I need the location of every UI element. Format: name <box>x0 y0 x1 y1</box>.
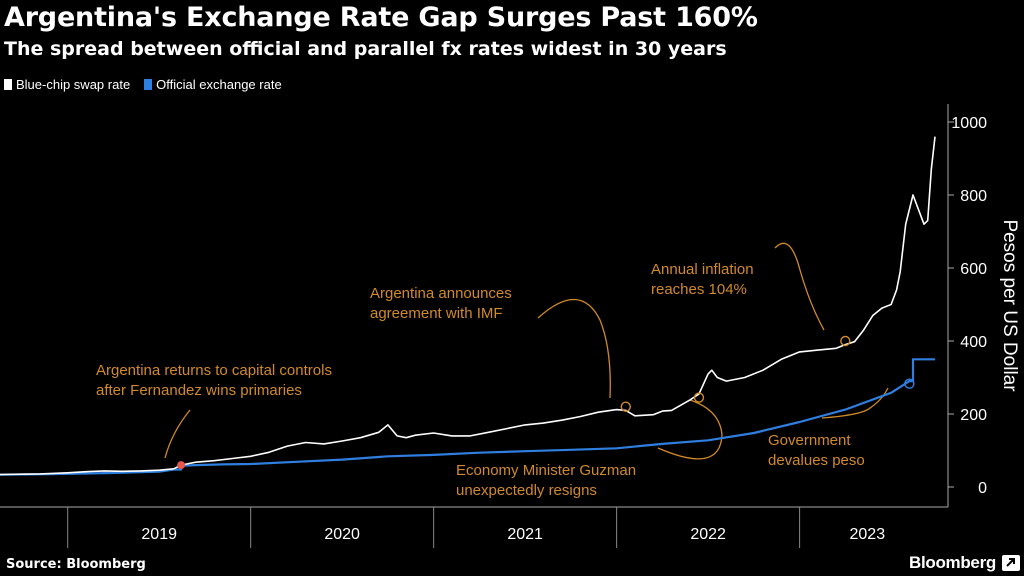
annotation-line: agreement with IMF <box>370 305 503 322</box>
annotation-line: Annual inflation <box>651 261 754 278</box>
legend-item-official: Official exchange rate <box>144 77 282 92</box>
x-tick-label: 2023 <box>850 526 886 543</box>
annotation-guzman: Economy Minister Guzman unexpectedly resi… <box>456 462 636 499</box>
annotation-line: devalues peso <box>768 452 865 469</box>
event-marker <box>904 378 915 389</box>
y-tick-label: 200 <box>960 407 987 424</box>
series <box>0 136 936 476</box>
brand-logo-text: Bloomberg <box>908 553 996 572</box>
bloomberg-arrow-icon <box>1002 555 1020 571</box>
chart-title: Argentina's Exchange Rate Gap Surges Pas… <box>4 2 758 33</box>
axes: 0 200 400 600 800 1000 Pesos per US Dollar 2019… <box>0 104 1020 548</box>
series-line <box>0 358 935 476</box>
annotation-devaluation: Government devalues peso <box>768 432 865 469</box>
annotation-imf: Argentina announces agreement with IMF <box>370 285 512 322</box>
annotation-line: Government <box>768 432 851 449</box>
annotation-arrow <box>164 409 191 459</box>
legend-swatch-blue <box>144 79 153 90</box>
legend-item-blue-chip: Blue-chip swap rate <box>4 77 130 92</box>
y-tick-label: 800 <box>960 188 987 205</box>
annotation-inflation: Annual inflation reaches 104% <box>651 261 754 298</box>
legend-label: Official exchange rate <box>156 77 282 92</box>
annotation-line: Argentina announces <box>370 285 512 302</box>
annotation-capital-controls: Argentina returns to capital controls aft… <box>96 362 332 399</box>
markers <box>177 335 915 470</box>
y-axis-label: Pesos per US Dollar <box>999 219 1020 392</box>
source-note: Source: Bloomberg <box>6 557 146 572</box>
y-tick-label: 1000 <box>951 115 987 132</box>
annotation-line: Economy Minister Guzman <box>456 462 636 479</box>
annotation-line: after Fernandez wins primaries <box>96 382 302 399</box>
annotation-line: Argentina returns to capital controls <box>96 362 332 379</box>
y-tick-label: 400 <box>960 334 987 351</box>
x-tick-label: 2020 <box>324 526 360 543</box>
x-tick-label: 2019 <box>141 526 177 543</box>
chart-subtitle: The spread between official and parallel… <box>4 38 727 60</box>
annotations: Argentina returns to capital controls aft… <box>96 242 889 499</box>
legend: Blue-chip swap rate Official exchange ra… <box>4 77 282 92</box>
x-tick-label: 2021 <box>507 526 543 543</box>
event-marker <box>620 401 631 412</box>
legend-label: Blue-chip swap rate <box>16 77 131 92</box>
event-marker <box>177 461 186 470</box>
series-line <box>0 136 936 476</box>
annotation-arrow <box>537 298 611 399</box>
annotation-arrow <box>774 242 825 331</box>
x-tick-label: 2022 <box>690 526 726 543</box>
event-marker <box>840 335 851 347</box>
annotation-line: unexpectedly resigns <box>456 482 597 499</box>
annotation-arrow <box>657 399 723 460</box>
y-tick-label: 0 <box>978 480 987 497</box>
legend-swatch-white <box>4 79 12 90</box>
y-tick-label: 600 <box>960 261 987 278</box>
annotation-line: reaches 104% <box>651 281 747 298</box>
event-marker <box>693 392 705 403</box>
